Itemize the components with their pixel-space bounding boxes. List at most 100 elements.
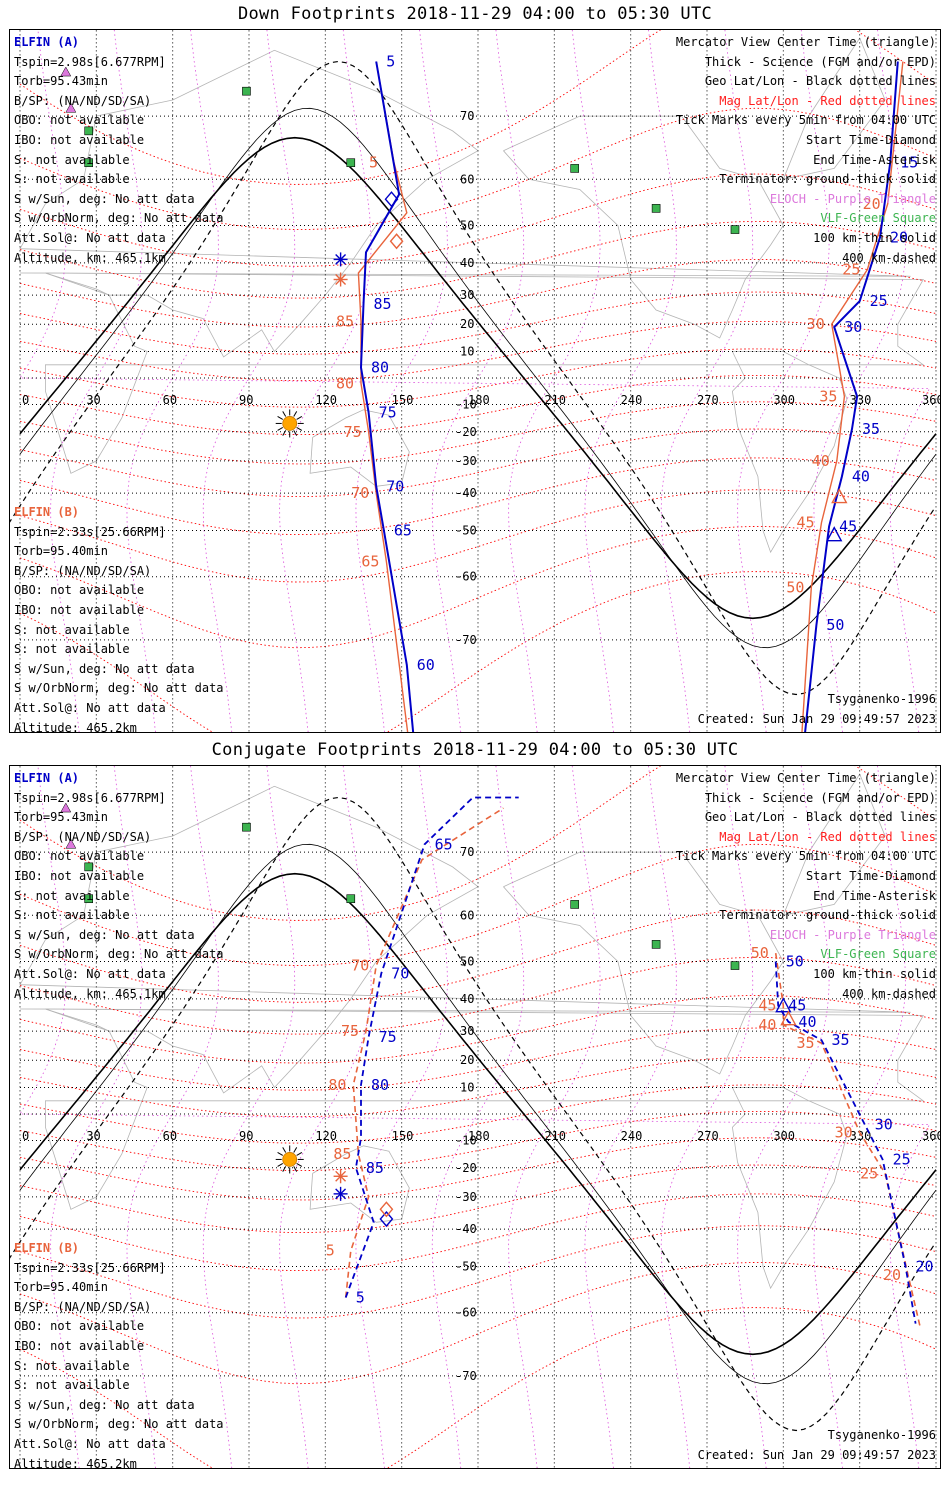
a-line: S: not available (14, 172, 130, 187)
lat-tick-label: 50 (460, 955, 474, 969)
a-line: Torb=95.43min (14, 810, 108, 825)
sun-icon (275, 1145, 304, 1174)
elfin-b-info: ELFIN (B) Tspin=2.33s[25.66RPM] Torb=95.40… (14, 503, 224, 738)
coast-outline (45, 1008, 925, 1210)
terminator-400km (10, 796, 935, 1432)
tick-labels: 0 30 60 90 120 150 180 210 240 270 300 330 360 70 60 50… (22, 845, 940, 1383)
a-line: S w/Sun, deg: No att data (14, 927, 195, 942)
elfin-a-track (359, 61, 415, 732)
vlf-station (84, 862, 93, 872)
a-line: ELFIN (A) (14, 771, 80, 785)
mag-lon-line (813, 30, 906, 732)
a-line: S: not available (14, 888, 130, 903)
lat-tick-label: -50 (455, 524, 477, 538)
lat-tick-label: -20 (455, 425, 477, 439)
legend-line: 400 km-dashed (842, 986, 936, 1001)
legend-line: 100 km-thin solid (813, 966, 936, 981)
track-time-label: 15 (900, 154, 918, 172)
elfin-b-track (774, 952, 922, 1330)
lat-tick-label: 10 (460, 345, 474, 359)
elfin-a-track (804, 61, 899, 732)
end-asterisk-a (333, 1186, 348, 1201)
mag-lat-line (19, 1307, 937, 1468)
lat-tick-label: -20 (455, 1161, 477, 1175)
a-line: Altitude, km: 465.1km (14, 986, 166, 1001)
lat-tick-label: 30 (460, 1024, 474, 1038)
legend-line: Mercator View Center Time (triangle) (675, 35, 936, 49)
a-line: ELFIN (A) (14, 35, 80, 49)
tick-labels: 0 30 60 90 120 150 180 210 240 270 300 330 360 70 60 50… (22, 109, 940, 647)
track-time-label: 50 (786, 579, 804, 597)
legend-line: Start Time-Diamond (805, 132, 936, 147)
track-time-label: 45 (797, 513, 815, 531)
legend-line: 400 km-dashed (842, 250, 936, 265)
track-time-label: 70 (351, 957, 369, 975)
a-line: Tspin=2.98s[6.677RPM] (14, 54, 166, 69)
track-time-label: 5 (369, 154, 378, 172)
lon-tick-label: 330 (850, 393, 872, 407)
coast-outline (503, 851, 784, 1075)
eloch-station (60, 66, 72, 77)
track-time-label: 30 (875, 1116, 893, 1134)
mag-lon-line (19, 766, 931, 1468)
legend-line: End Time-Asterisk (813, 888, 936, 903)
lon-tick-label: 360 (922, 1129, 940, 1143)
mag-lon-line (660, 30, 754, 732)
center-triangle-a (826, 526, 843, 542)
b-line: OBO: not available (14, 583, 145, 598)
lat-tick-label: -60 (455, 570, 477, 584)
vlf-station (730, 225, 740, 234)
a-line: Att.Sol@: No att data (14, 230, 166, 245)
center-triangle-b (780, 1010, 797, 1026)
vlf-station (570, 900, 579, 909)
elfin-a-info: ELFIN (A) Tspin=2.98s[6.677RPM] Torb=95.43… (14, 33, 224, 268)
a-line: Tspin=2.98s[6.677RPM] (14, 790, 166, 805)
lon-tick-label: 0 (22, 393, 29, 407)
legend-line: Mercator View Center Time (triangle) (675, 771, 936, 785)
mag-lon-line (355, 766, 448, 1468)
a-line: S: not available (14, 908, 130, 923)
lat-tick-label: 40 (460, 256, 474, 270)
lat-tick-label: -40 (455, 486, 477, 500)
legend-line: ELOCH - Purple Triangle (769, 191, 936, 206)
center-triangle-a (775, 997, 792, 1013)
track-time-label: 60 (417, 656, 435, 674)
lon-tick-label: 60 (163, 393, 177, 407)
legend-line: Thick - Science (FGM and/or EPD) (704, 54, 936, 69)
end-asterisk-a (333, 252, 348, 267)
legend-line: VLF-Green Square (820, 947, 936, 962)
legend-line: Geo Lat/Lon - Black dotted lines (704, 74, 936, 89)
map-canvas: 0 30 60 90 120 150 180 210 240 270 300 330 360 70 60 50… (10, 30, 940, 732)
track-time-label: 40 (758, 1016, 776, 1034)
geo-grid (19, 766, 937, 1468)
mag-lon-line (279, 30, 372, 732)
geo-grid (19, 30, 937, 732)
a-line: Torb=95.43min (14, 74, 108, 89)
mag-lat-line (19, 571, 937, 732)
vlf-station (651, 940, 661, 949)
track-time-label: 20 (883, 1266, 901, 1284)
track-time-label: 85 (336, 312, 354, 330)
legend-line: Mag Lat/Lon - Red dotted lines (719, 93, 936, 108)
lat-tick-label: -40 (455, 1222, 477, 1236)
vlf-station (651, 204, 661, 213)
coast-outline (309, 409, 410, 487)
vlf-station (346, 894, 356, 904)
lat-tick-label: 50 (460, 219, 474, 233)
track-time-label: 75 (379, 404, 397, 422)
lat-tick-label: 60 (460, 908, 474, 922)
track-time-label: 35 (862, 420, 880, 438)
b-line: Att.Sol@: No att data (14, 1436, 166, 1451)
vlf-station (570, 164, 579, 173)
start-diamond-b (389, 233, 404, 250)
mag-lon-line (431, 766, 525, 1468)
lon-tick-label: 270 (697, 1129, 719, 1143)
a-line: IBO: not available (14, 868, 145, 883)
lon-tick-label: 210 (544, 1129, 566, 1143)
legend-line: Geo Lat/Lon - Black dotted lines (704, 810, 936, 825)
b-line: Altitude: 465.2km (14, 1456, 137, 1471)
b-line: Torb=95.40min (14, 1280, 108, 1295)
lon-tick-label: 60 (163, 1129, 177, 1143)
b-line: B/SP: (NA/ND/SD/SA) (14, 1299, 152, 1314)
track-time-label: 80 (336, 374, 354, 392)
